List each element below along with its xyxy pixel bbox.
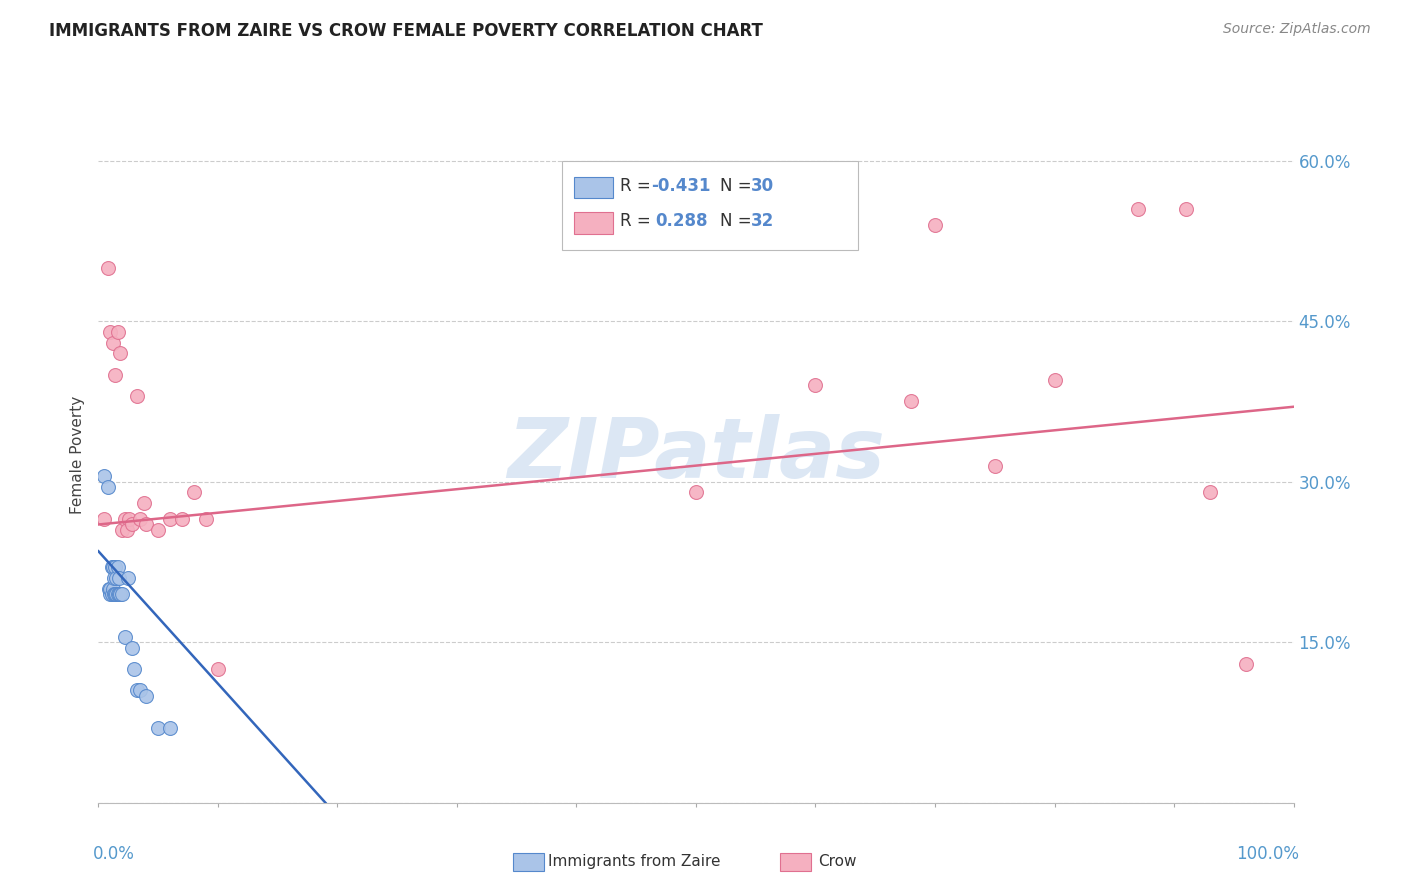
- Point: [98, 582, 122, 596]
- Point: [100, 560, 122, 574]
- Point: [105, 571, 128, 585]
- Point: [104, 560, 127, 574]
- Point: [107, 560, 129, 574]
- Point: [101, 335, 124, 350]
- Text: R =: R =: [620, 212, 661, 230]
- Text: 0.0%: 0.0%: [93, 845, 135, 863]
- Point: [129, 683, 152, 698]
- Point: [111, 587, 134, 601]
- Point: [924, 218, 946, 232]
- Point: [159, 721, 181, 735]
- Point: [984, 458, 1007, 473]
- Point: [107, 325, 129, 339]
- Point: [194, 512, 218, 526]
- Point: [125, 683, 148, 698]
- Point: [97, 480, 120, 494]
- Point: [172, 512, 194, 526]
- Point: [183, 485, 205, 500]
- Point: [115, 523, 138, 537]
- Text: Crow: Crow: [818, 855, 856, 869]
- Y-axis label: Female Poverty: Female Poverty: [70, 396, 86, 514]
- Point: [148, 721, 170, 735]
- Point: [104, 368, 127, 382]
- Point: [111, 523, 134, 537]
- Point: [1198, 485, 1220, 500]
- Text: 32: 32: [751, 212, 775, 230]
- Point: [1128, 202, 1150, 216]
- Point: [98, 325, 122, 339]
- Point: [132, 496, 155, 510]
- Point: [117, 571, 139, 585]
- Point: [93, 512, 115, 526]
- Point: [121, 517, 143, 532]
- Point: [148, 523, 170, 537]
- Text: IMMIGRANTS FROM ZAIRE VS CROW FEMALE POVERTY CORRELATION CHART: IMMIGRANTS FROM ZAIRE VS CROW FEMALE POV…: [49, 22, 763, 40]
- Point: [98, 582, 121, 596]
- Text: N =: N =: [720, 177, 756, 194]
- Text: N =: N =: [720, 212, 756, 230]
- Point: [107, 587, 129, 601]
- Point: [108, 587, 131, 601]
- Point: [125, 389, 148, 403]
- Point: [107, 587, 129, 601]
- Point: [105, 587, 128, 601]
- Point: [118, 512, 141, 526]
- Point: [104, 587, 127, 601]
- Text: -0.431: -0.431: [651, 177, 710, 194]
- Point: [135, 517, 157, 532]
- Point: [114, 512, 136, 526]
- Point: [124, 662, 146, 676]
- Text: Immigrants from Zaire: Immigrants from Zaire: [548, 855, 721, 869]
- Point: [1175, 202, 1198, 216]
- Point: [114, 630, 136, 644]
- Text: 0.288: 0.288: [655, 212, 707, 230]
- Point: [98, 587, 122, 601]
- Point: [685, 485, 707, 500]
- Point: [135, 689, 157, 703]
- Text: 30: 30: [751, 177, 773, 194]
- Point: [804, 378, 827, 392]
- Point: [97, 260, 120, 275]
- Point: [121, 640, 143, 655]
- Point: [101, 582, 124, 596]
- Point: [129, 512, 152, 526]
- Point: [103, 587, 125, 601]
- Point: [207, 662, 229, 676]
- Text: Source: ZipAtlas.com: Source: ZipAtlas.com: [1223, 22, 1371, 37]
- Point: [107, 571, 129, 585]
- Point: [159, 512, 181, 526]
- Point: [93, 469, 115, 483]
- Text: ZIPatlas: ZIPatlas: [508, 415, 884, 495]
- Point: [1234, 657, 1257, 671]
- Point: [103, 571, 125, 585]
- Point: [100, 587, 122, 601]
- Point: [108, 346, 131, 360]
- Point: [900, 394, 922, 409]
- Point: [101, 560, 124, 574]
- Point: [1043, 373, 1066, 387]
- Text: 100.0%: 100.0%: [1236, 845, 1299, 863]
- Text: R =: R =: [620, 177, 657, 194]
